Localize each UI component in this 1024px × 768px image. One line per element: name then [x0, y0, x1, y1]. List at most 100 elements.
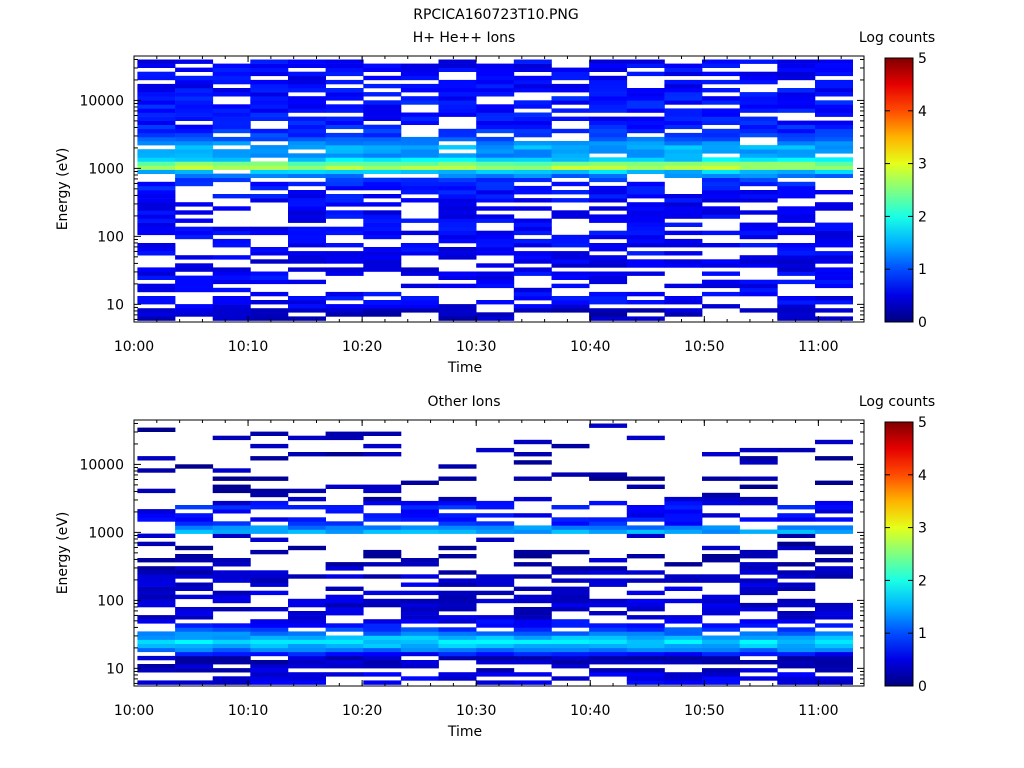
- heatmap-cell: [626, 169, 665, 174]
- heatmap-cell: [212, 660, 251, 665]
- heatmap-cell: [551, 214, 590, 219]
- heatmap-cell: [513, 83, 552, 89]
- heatmap-cell: [551, 145, 590, 150]
- heatmap-cell: [702, 271, 740, 276]
- heatmap-cell: [438, 513, 477, 518]
- x-tick-label: 10:10: [228, 703, 268, 719]
- heatmap-cell: [250, 517, 289, 522]
- heatmap-cell: [325, 452, 364, 457]
- heatmap-cell: [777, 214, 816, 219]
- y-axis-label: Energy (eV): [55, 148, 71, 231]
- heatmap-cell: [438, 206, 477, 211]
- heatmap-cell: [551, 173, 590, 178]
- heatmap-cell: [400, 517, 439, 522]
- heatmap-cell: [250, 271, 289, 276]
- heatmap-cell: [438, 500, 477, 506]
- heatmap-cell: [815, 509, 853, 514]
- heatmap-cell: [438, 545, 477, 551]
- heatmap-cell: [175, 124, 214, 130]
- heatmap-cell: [212, 639, 251, 644]
- x-tick-label: 10:40: [570, 339, 610, 355]
- heatmap-cell: [815, 529, 853, 534]
- heatmap-cell: [551, 275, 590, 280]
- heatmap-cell: [175, 255, 214, 260]
- heatmap-cell: [212, 484, 251, 489]
- heatmap-cell: [438, 643, 477, 649]
- heatmap-cell: [815, 651, 853, 657]
- heatmap-cell: [777, 247, 816, 252]
- heatmap-cell: [363, 631, 402, 636]
- heatmap-cell: [288, 136, 326, 142]
- heatmap-cell: [777, 92, 816, 97]
- heatmap-cell: [664, 96, 703, 101]
- heatmap-cell: [513, 607, 552, 612]
- heatmap-cell: [175, 96, 214, 101]
- heatmap-cell: [175, 308, 214, 313]
- heatmap-cell: [739, 607, 778, 612]
- heatmap-cell: [325, 655, 364, 661]
- heatmap-cell: [400, 615, 439, 620]
- heatmap-cell: [363, 513, 402, 518]
- heatmap-cell: [777, 316, 816, 321]
- heatmap-cell: [438, 312, 477, 317]
- heatmap-cell: [626, 88, 665, 93]
- heatmap-cell: [551, 525, 590, 530]
- heatmap-cell: [438, 582, 477, 587]
- heatmap-cell: [513, 554, 552, 559]
- heatmap-cell: [815, 611, 853, 616]
- heatmap-cell: [626, 607, 665, 612]
- heatmap-cell: [400, 631, 439, 636]
- heatmap-cell: [137, 668, 176, 673]
- heatmap-cell: [400, 120, 439, 125]
- heatmap-cell: [288, 680, 326, 685]
- heatmap-cell: [325, 104, 364, 109]
- heatmap-cell: [476, 149, 515, 154]
- heatmap-cell: [626, 631, 665, 636]
- heatmap-cell: [325, 96, 364, 101]
- heatmap-cell: [175, 513, 214, 518]
- heatmap-cell: [400, 71, 439, 77]
- heatmap-cell: [175, 230, 214, 236]
- heatmap-cell: [438, 251, 477, 256]
- heatmap-cell: [325, 185, 364, 191]
- heatmap-cell: [702, 492, 740, 498]
- heatmap-cell: [363, 496, 402, 502]
- heatmap-cell: [589, 566, 628, 571]
- heatmap-cell: [137, 655, 176, 661]
- heatmap-cell: [664, 63, 703, 68]
- heatmap-cell: [212, 71, 251, 77]
- heatmap-cell: [476, 198, 515, 203]
- heatmap-cell: [288, 108, 326, 113]
- heatmap-cell: [363, 92, 402, 97]
- x-tick-label: 10:30: [456, 703, 496, 719]
- heatmap-cell: [325, 562, 364, 567]
- heatmap-cell: [626, 92, 665, 97]
- colorbar-tick-label: 3: [918, 521, 927, 537]
- heatmap-cell: [363, 177, 402, 183]
- heatmap-cell: [626, 505, 665, 510]
- heatmap-cell: [551, 243, 590, 248]
- heatmap-cell: [250, 676, 289, 681]
- heatmap-cell: [363, 590, 402, 596]
- panel-1: H+ He++ Ions Time Energy (eV) 10:00 10:10 10:…: [55, 30, 935, 376]
- heatmap-cell: [325, 243, 364, 248]
- heatmap-cell: [212, 627, 251, 632]
- heatmap-cell: [815, 202, 853, 207]
- heatmap-cell: [438, 635, 477, 640]
- heatmap-cell: [777, 676, 816, 681]
- heatmap-cell: [363, 484, 402, 489]
- heatmap-cell: [175, 574, 214, 579]
- heatmap-cell: [664, 120, 703, 125]
- heatmap-cell: [438, 83, 477, 89]
- heatmap-cell: [363, 664, 402, 669]
- heatmap-cell: [702, 165, 740, 170]
- heatmap-cell: [626, 598, 665, 604]
- heatmap-cell: [815, 505, 853, 510]
- heatmap-cell: [212, 570, 251, 575]
- heatmap-cell: [777, 525, 816, 530]
- heatmap-cell: [777, 619, 816, 624]
- heatmap-cell: [175, 157, 214, 162]
- heatmap-cell: [589, 67, 628, 72]
- heatmap-cell: [438, 145, 477, 150]
- heatmap-cell: [288, 623, 326, 628]
